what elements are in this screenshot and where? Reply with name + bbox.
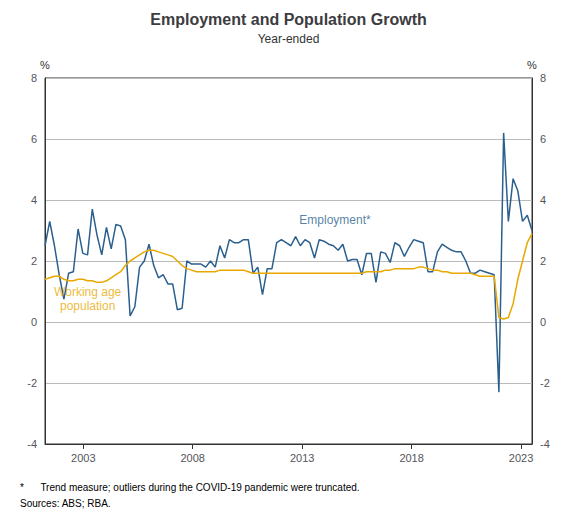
svg-text:-2: -2 bbox=[27, 377, 37, 389]
svg-text:population: population bbox=[60, 299, 115, 313]
svg-text:0: 0 bbox=[540, 316, 546, 328]
svg-text:Year-ended: Year-ended bbox=[258, 32, 320, 46]
svg-text:Employment*: Employment* bbox=[299, 213, 371, 227]
svg-text:2023: 2023 bbox=[509, 452, 533, 464]
svg-text:2018: 2018 bbox=[399, 452, 423, 464]
svg-text:2008: 2008 bbox=[180, 452, 204, 464]
svg-text:%: % bbox=[40, 59, 50, 71]
svg-text:-4: -4 bbox=[540, 438, 550, 450]
svg-text:8: 8 bbox=[540, 72, 546, 84]
svg-text:Employment and Population Grow: Employment and Population Growth bbox=[150, 11, 426, 28]
svg-text:6: 6 bbox=[540, 133, 546, 145]
svg-text:4: 4 bbox=[540, 194, 546, 206]
svg-text:-2: -2 bbox=[540, 377, 550, 389]
svg-text:%: % bbox=[527, 59, 537, 71]
svg-text:8: 8 bbox=[31, 72, 37, 84]
svg-text:Sources: ABS; RBA.: Sources: ABS; RBA. bbox=[20, 498, 111, 509]
svg-text:-4: -4 bbox=[27, 438, 37, 450]
svg-text:2013: 2013 bbox=[290, 452, 314, 464]
svg-text:Working age: Working age bbox=[54, 285, 121, 299]
svg-text:2: 2 bbox=[540, 255, 546, 267]
svg-text:2: 2 bbox=[31, 255, 37, 267]
svg-text:2003: 2003 bbox=[71, 452, 95, 464]
svg-text:4: 4 bbox=[31, 194, 37, 206]
svg-text:0: 0 bbox=[31, 316, 37, 328]
svg-text:* Trend measure; outliers: * Trend measure; outliers during the COV… bbox=[20, 482, 360, 493]
svg-text:6: 6 bbox=[31, 133, 37, 145]
